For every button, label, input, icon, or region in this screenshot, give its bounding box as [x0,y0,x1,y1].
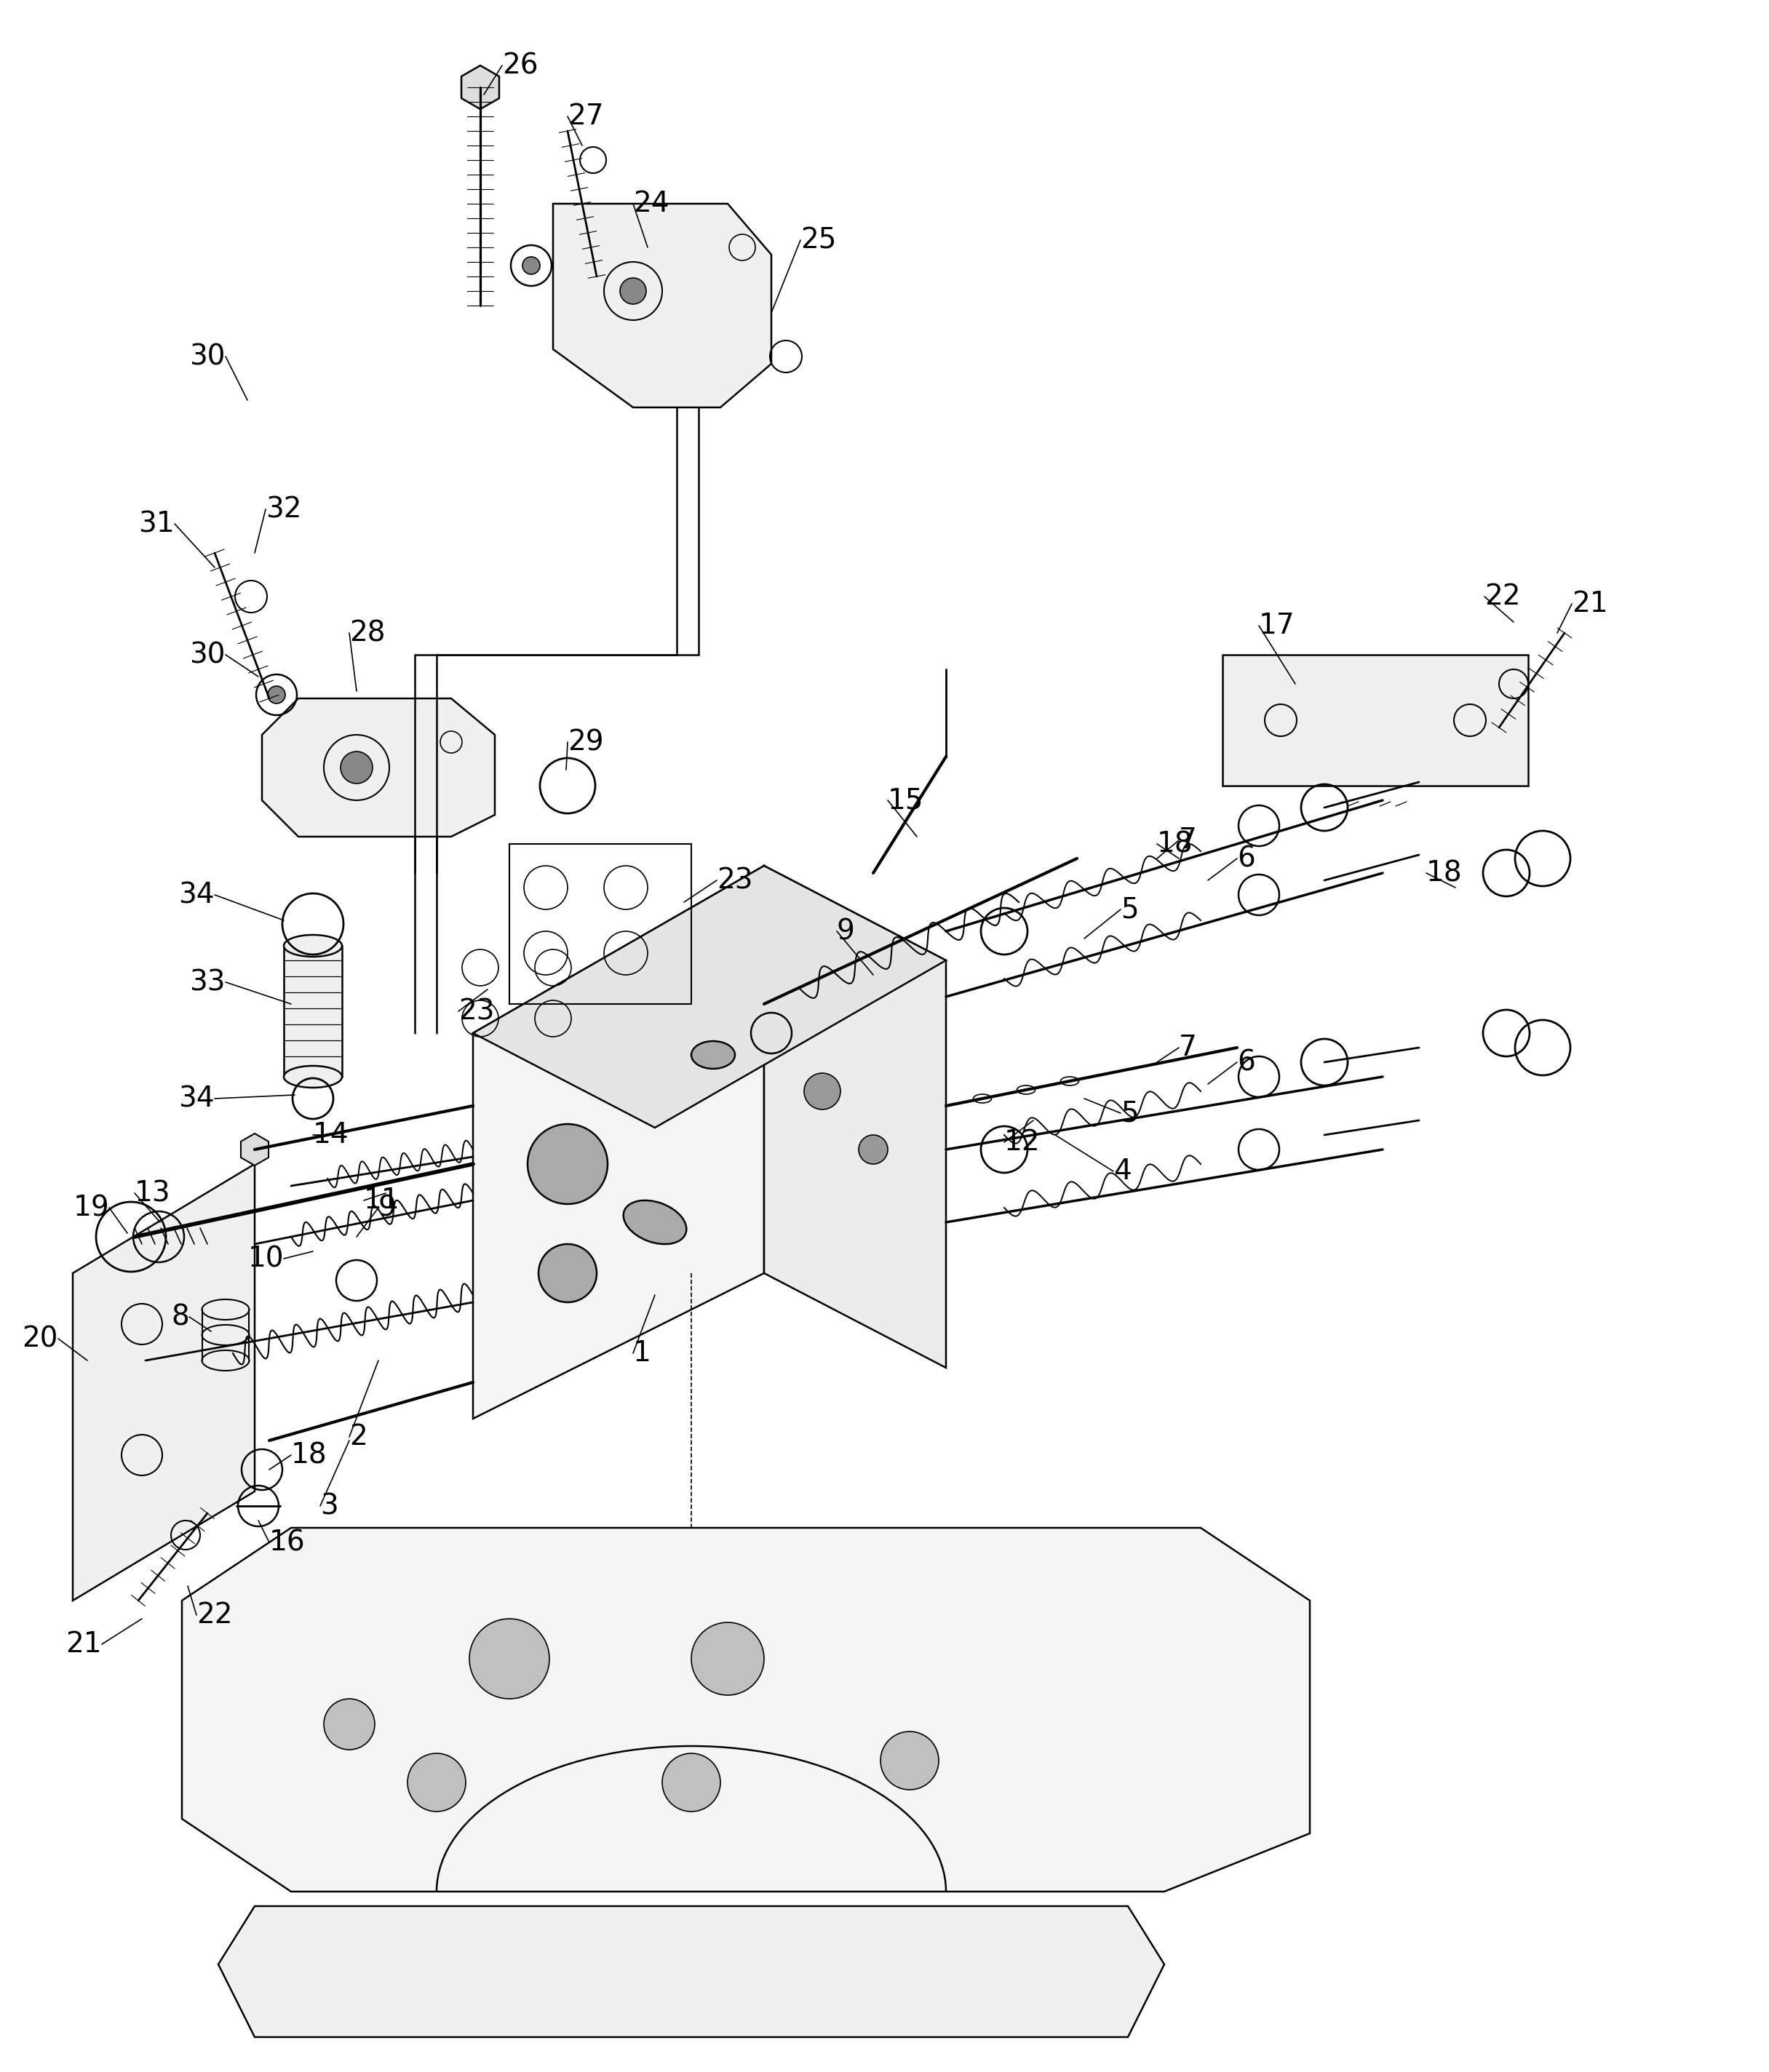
Text: 26: 26 [502,52,538,79]
Polygon shape [218,1906,1164,2037]
Text: 22: 22 [1484,582,1521,611]
Ellipse shape [202,1324,249,1345]
Ellipse shape [283,1065,341,1088]
Text: 7: 7 [1178,827,1198,854]
Circle shape [538,1243,596,1303]
Text: 24: 24 [633,191,669,218]
Text: 2: 2 [348,1423,368,1450]
Text: 4: 4 [1113,1158,1132,1185]
Polygon shape [462,66,499,110]
Polygon shape [73,1164,255,1600]
Text: 21: 21 [65,1631,103,1658]
Text: 28: 28 [348,620,386,646]
Polygon shape [764,866,946,1368]
Circle shape [407,1753,465,1811]
Text: 10: 10 [248,1245,283,1272]
Text: 6: 6 [1237,1048,1256,1075]
Circle shape [881,1732,939,1790]
Polygon shape [472,866,946,1127]
Text: 1: 1 [633,1339,651,1368]
Text: 11: 11 [364,1187,400,1214]
Ellipse shape [283,934,341,957]
Text: 27: 27 [568,104,603,131]
Text: 23: 23 [458,997,495,1026]
Polygon shape [554,203,771,408]
Text: 30: 30 [189,640,226,669]
Text: 7: 7 [1178,1034,1198,1061]
Polygon shape [182,1527,1309,1892]
Circle shape [522,257,540,274]
Ellipse shape [623,1200,686,1243]
Circle shape [267,686,285,704]
Ellipse shape [202,1351,249,1372]
Text: 20: 20 [23,1324,58,1353]
Text: 22: 22 [196,1602,232,1629]
Text: 23: 23 [716,866,754,895]
Circle shape [469,1618,550,1699]
Circle shape [662,1753,720,1811]
Text: 9: 9 [379,1193,396,1222]
Text: 29: 29 [568,727,603,756]
Ellipse shape [692,1040,734,1069]
Text: 13: 13 [134,1179,172,1208]
Text: 19: 19 [73,1193,110,1222]
Text: 30: 30 [189,342,226,371]
Bar [283,945,341,1077]
Text: 18: 18 [1426,860,1463,887]
Text: 12: 12 [1005,1129,1040,1156]
Text: 21: 21 [1573,591,1608,617]
Polygon shape [1222,655,1528,785]
Text: 18: 18 [1157,831,1192,858]
Text: 14: 14 [313,1121,348,1148]
Circle shape [527,1123,607,1204]
Circle shape [619,278,646,305]
Text: 3: 3 [320,1492,338,1519]
Text: 33: 33 [189,968,226,997]
Text: 34: 34 [179,1086,214,1113]
Text: 9: 9 [837,918,854,945]
Text: 6: 6 [1237,845,1256,872]
Text: 5: 5 [1120,895,1139,924]
Text: 18: 18 [292,1442,327,1469]
Circle shape [324,1699,375,1749]
Text: 25: 25 [800,226,837,255]
Text: 16: 16 [269,1529,306,1556]
Circle shape [692,1622,764,1695]
Text: 31: 31 [138,510,175,537]
Text: 8: 8 [172,1303,189,1330]
Circle shape [805,1073,840,1109]
Polygon shape [472,866,764,1419]
Text: 5: 5 [1120,1100,1139,1127]
Ellipse shape [202,1299,249,1320]
Text: 17: 17 [1260,611,1295,640]
Text: 32: 32 [265,495,302,522]
Circle shape [858,1135,888,1164]
Polygon shape [262,698,495,837]
Circle shape [341,752,373,783]
Polygon shape [241,1133,269,1164]
Text: 34: 34 [179,881,214,910]
Text: 15: 15 [888,787,923,814]
